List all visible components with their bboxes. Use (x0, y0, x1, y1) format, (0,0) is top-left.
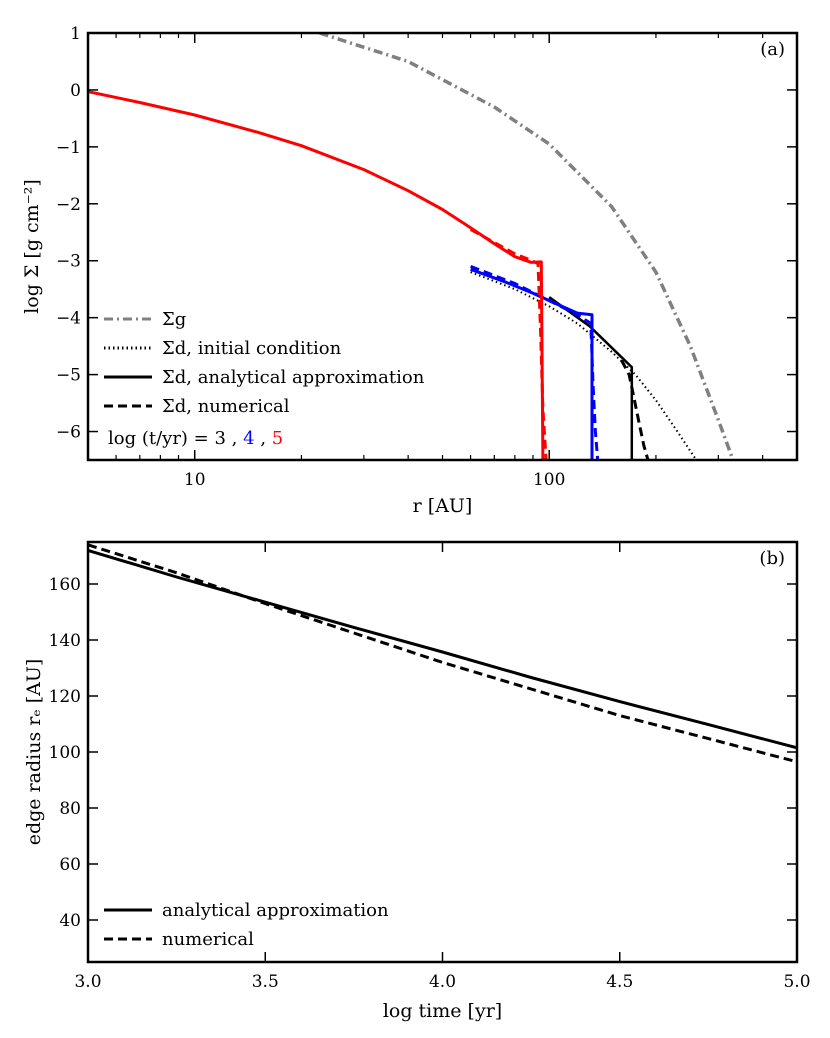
x-tick-label: 100 (533, 470, 565, 490)
x-tick-label: 4.5 (606, 972, 633, 992)
y-tick-label: 100 (49, 743, 81, 763)
series-line-5 (470, 265, 600, 460)
time-annotation-item: 3 (214, 428, 231, 449)
panel-label: (b) (759, 548, 785, 569)
legend-label: Σd, initial condition (162, 338, 342, 359)
x-axis-title: log time [yr] (383, 1000, 502, 1022)
chart-panel-b: 3.0 3.5 4.0 4.5 5.0 40 60 80 100 120 140 160 log tim… (23, 540, 811, 1022)
x-tick-label: 5.0 (783, 972, 810, 992)
time-annotation: log (t/yr) = 3 , 4 , 5 (108, 428, 283, 449)
time-annotation-item: , (232, 428, 243, 449)
plot-frame (86, 540, 799, 964)
y-tick-label: −2 (56, 195, 81, 215)
y-tick-label: 80 (59, 799, 81, 819)
x-tick-label: 3.0 (74, 972, 101, 992)
y-tick-label: 0 (70, 81, 81, 101)
series-line-0 (319, 33, 735, 460)
y-tick-label: −4 (56, 309, 81, 329)
legend-label: Σg (162, 309, 186, 330)
x-axis-title: r [AU] (413, 495, 473, 517)
x-tick-label: 10 (184, 470, 206, 490)
y-tick-label: 1 (70, 24, 81, 44)
y-tick-label: −3 (56, 252, 81, 272)
y-tick-label: −1 (56, 138, 81, 158)
legend-label: analytical approximation (162, 900, 389, 921)
series-line-4 (470, 267, 594, 460)
y-tick-label: −6 (56, 423, 81, 443)
series-line-1 (470, 271, 698, 460)
legend-label: numerical (162, 929, 254, 950)
y-axis-title: edge radius rₑ [AU] (23, 659, 45, 846)
time-annotation-item: , (260, 428, 271, 449)
legend: analytical approximation numerical (104, 900, 389, 950)
panel-label: (a) (760, 39, 785, 60)
series-line-1 (88, 543, 797, 764)
legend: Σg Σd, initial condition Σd, analytical ap… (104, 309, 425, 417)
series-line-6 (88, 90, 545, 460)
time-annotation-item: 4 (243, 428, 260, 449)
series-group (88, 33, 735, 460)
x-tick-label: 4.0 (429, 972, 456, 992)
y-tick-label: −5 (56, 366, 81, 386)
y-tick-label: 60 (59, 855, 81, 875)
time-annotation-prefix: log (t/yr) = (108, 428, 214, 449)
series-line-3 (620, 359, 650, 460)
series-line-2 (548, 296, 634, 460)
legend-label: Σd, numerical (162, 396, 290, 417)
series-line-0 (88, 548, 797, 750)
series-line-7 (469, 228, 548, 460)
time-annotation-item: 5 (272, 428, 283, 449)
series-group (88, 543, 797, 764)
y-tick-label: 140 (49, 631, 81, 651)
legend-label: Σd, analytical approximation (162, 367, 425, 388)
y-tick-label: 40 (59, 911, 81, 931)
y-tick-label: 160 (49, 575, 81, 595)
x-tick-label: 3.5 (252, 972, 279, 992)
y-axis-title: log Σ [g cm⁻²] (21, 179, 43, 314)
y-tick-label: 120 (49, 687, 81, 707)
